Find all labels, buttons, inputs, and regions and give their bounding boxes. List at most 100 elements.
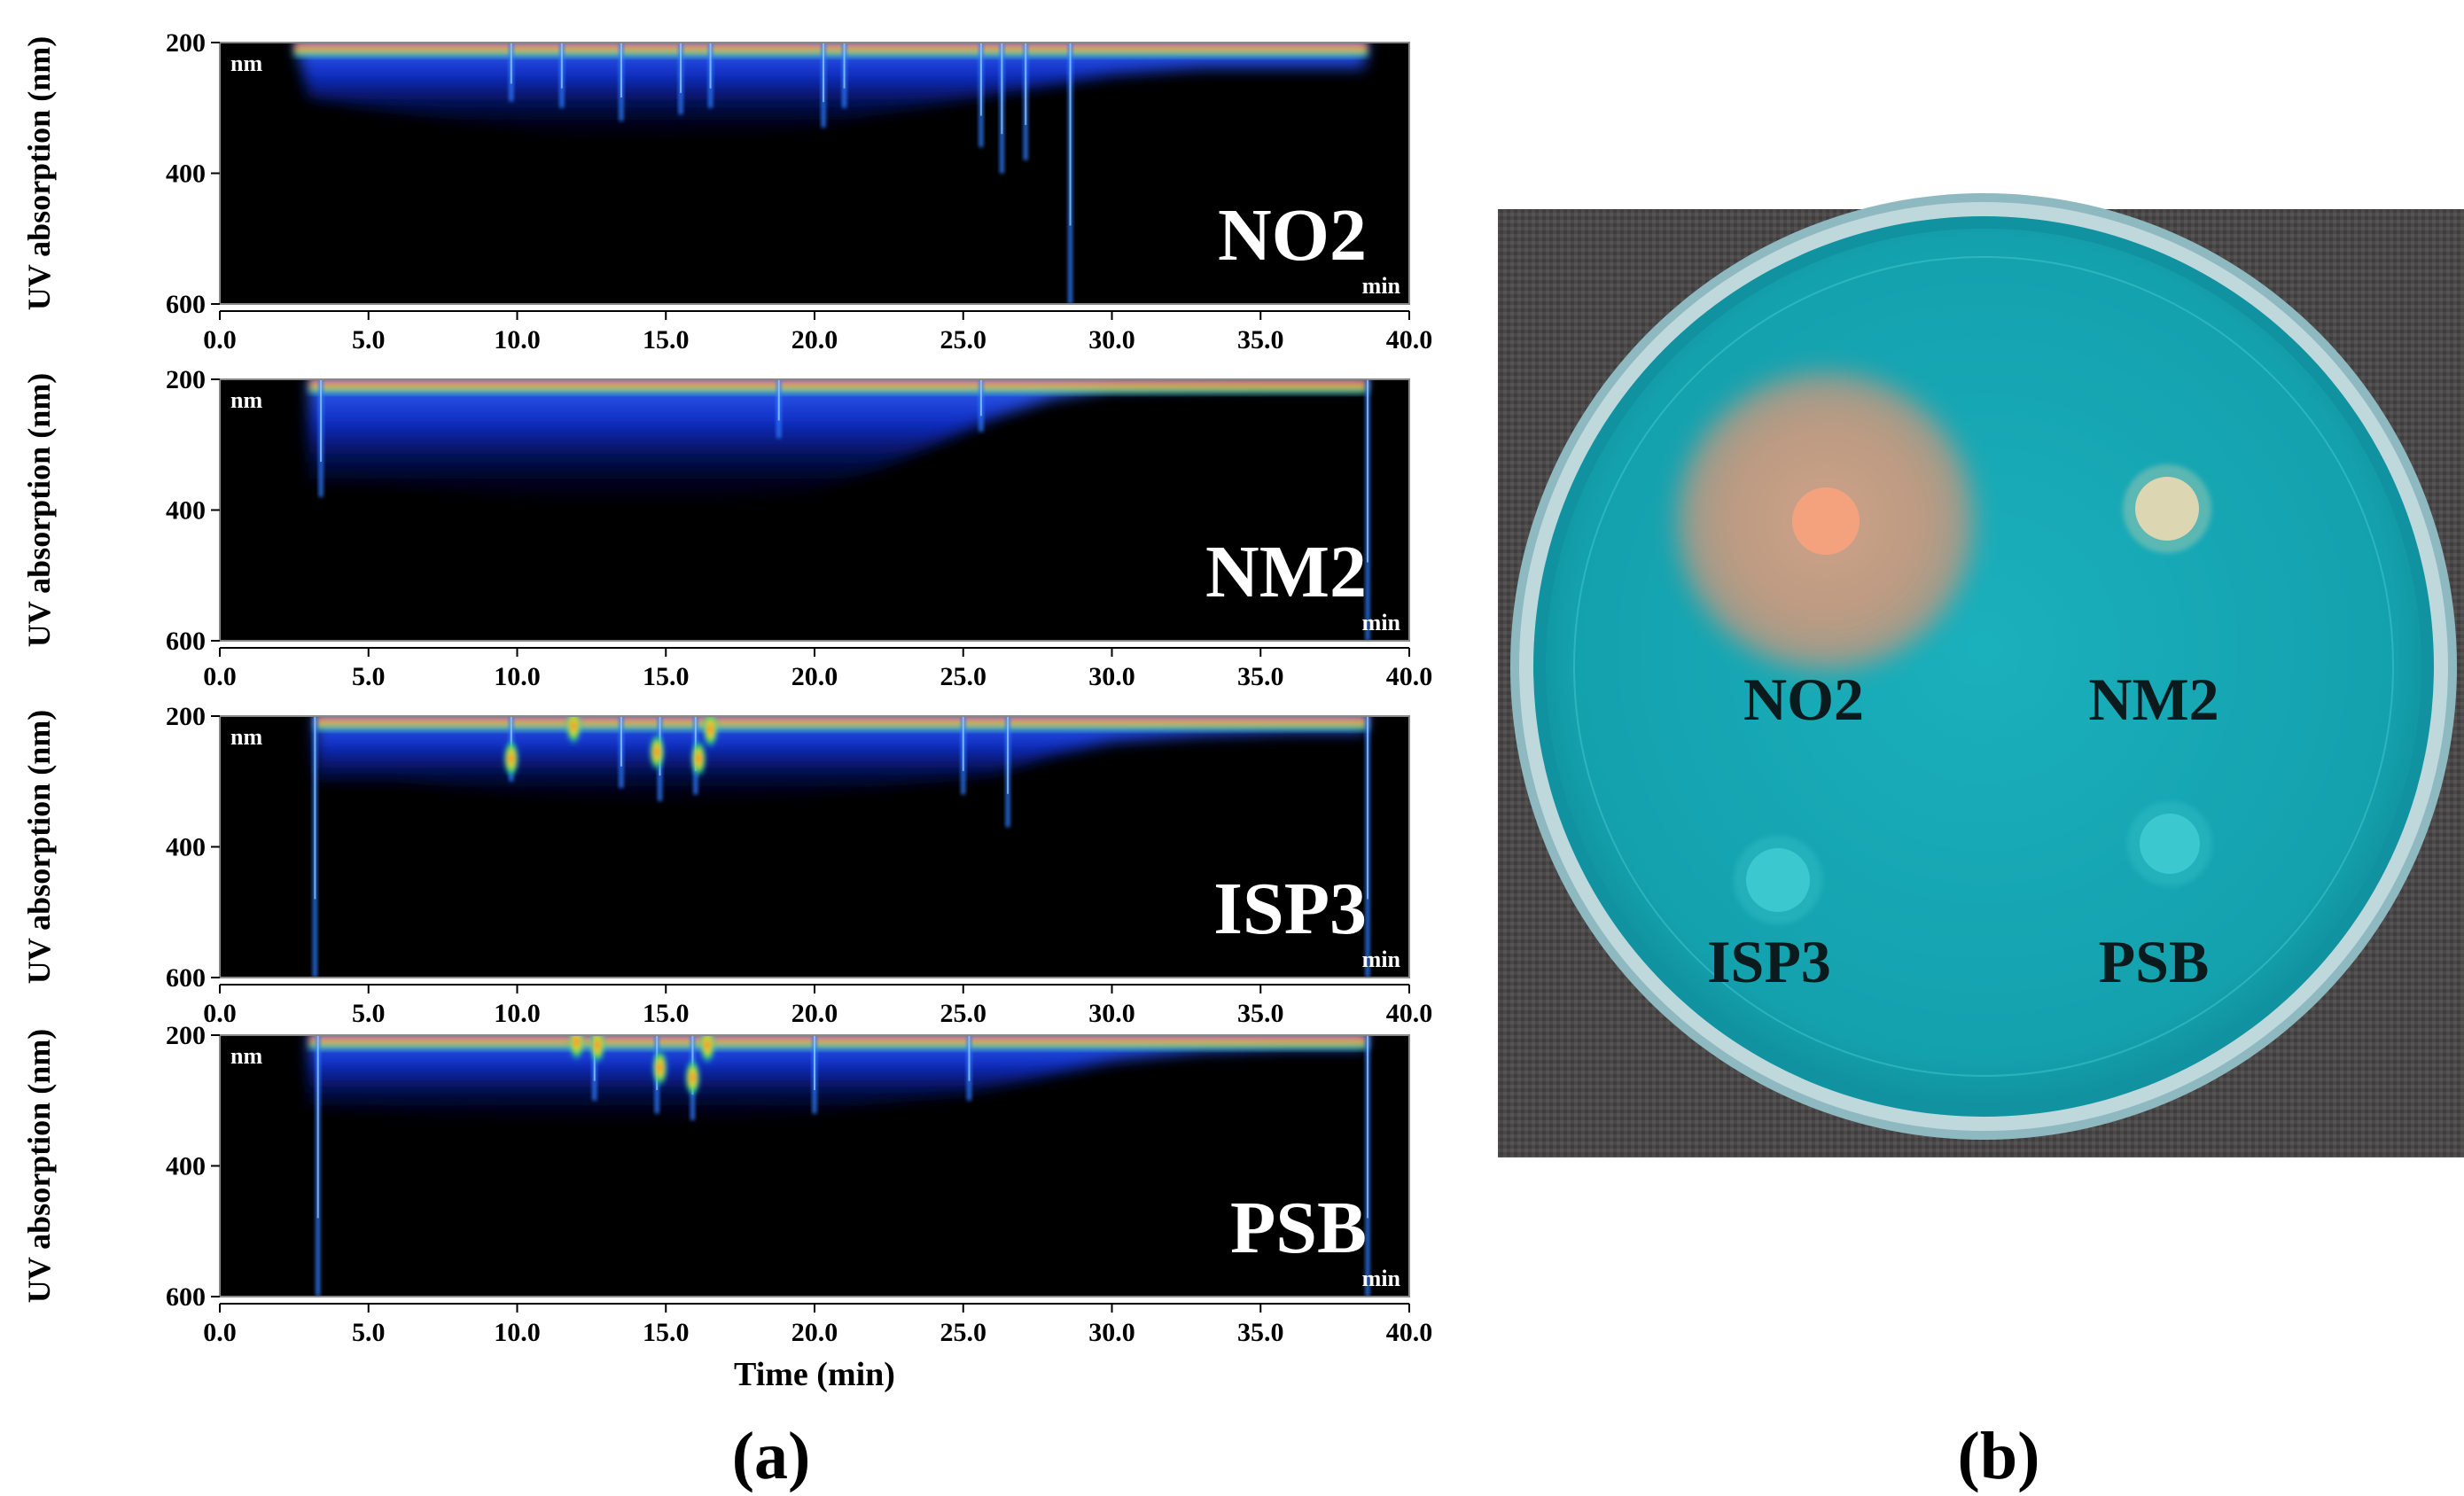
peak-streak-core — [979, 43, 982, 116]
x-tick-label: 20.0 — [791, 662, 838, 691]
colony-isp3: ISP3 — [1707, 836, 1831, 995]
x-tick-label: 30.0 — [1088, 999, 1135, 1028]
peak-streak-core — [620, 43, 622, 97]
x-tick-label: 40.0 — [1386, 662, 1433, 691]
hot-spot — [503, 738, 519, 778]
peak-streak-core — [1001, 43, 1003, 135]
colony-label: NO2 — [1743, 666, 1864, 733]
y-tick-label: 600 — [166, 963, 206, 993]
x-tick-label: 40.0 — [1386, 1318, 1433, 1347]
x-tick-label: 5.0 — [352, 325, 386, 355]
x-tick-label: 40.0 — [1386, 325, 1433, 355]
peak-streak-core — [1367, 379, 1369, 563]
uv-cutoff-edge — [293, 43, 1368, 57]
y-tick-label: 400 — [166, 1152, 206, 1181]
peak-streak-core — [620, 716, 622, 767]
x-tick-label: 20.0 — [791, 1318, 838, 1347]
uv-cutoff-edge — [308, 1035, 1368, 1049]
agar-medium — [1546, 229, 2421, 1104]
x-tick-label: 15.0 — [643, 325, 690, 355]
x-unit-label: min — [1362, 273, 1401, 299]
y-tick-label: 400 — [166, 833, 206, 862]
uv-cutoff-edge — [308, 379, 1368, 393]
peak-streak-core — [979, 379, 982, 417]
colony-no2: NO2 — [1677, 372, 1975, 733]
plot-marks — [312, 716, 1370, 978]
x-tick-label: 10.0 — [494, 325, 541, 355]
colony-spot — [1792, 487, 1860, 555]
panel-label-a: (a) — [732, 1419, 811, 1493]
y-unit-label: nm — [230, 724, 262, 750]
plot-marks — [293, 43, 1368, 304]
x-axis-title: Time (min) — [734, 1356, 895, 1393]
x-tick-label: 15.0 — [643, 662, 690, 691]
y-tick-label: 600 — [166, 290, 206, 319]
x-tick-label: 5.0 — [352, 999, 386, 1028]
hot-spot — [651, 1048, 668, 1087]
y-tick-label: 400 — [166, 160, 206, 189]
x-tick-label: 0.0 — [203, 325, 237, 355]
peak-streak-core — [314, 716, 316, 900]
peak-streak-core — [709, 43, 712, 89]
hot-spot — [649, 732, 666, 772]
series-name: NM2 — [1205, 531, 1367, 613]
hot-spot — [589, 1035, 606, 1065]
x-unit-label: min — [1362, 947, 1401, 972]
y-axis-title: UV absorption (nm) — [21, 710, 57, 984]
hot-spot — [690, 738, 707, 778]
y-tick-label: 200 — [166, 1021, 206, 1050]
y-tick-label: 600 — [166, 627, 206, 656]
peak-streak-core — [1367, 1035, 1369, 1219]
y-unit-label: nm — [230, 51, 262, 76]
peak-streak-core — [316, 1035, 319, 1219]
series-name: NO2 — [1218, 194, 1367, 277]
peak-streak-core — [510, 716, 512, 762]
y-tick-label: 600 — [166, 1282, 206, 1312]
x-tick-label: 10.0 — [494, 1318, 541, 1347]
peak-streak-core — [777, 379, 780, 421]
y-tick-label: 200 — [166, 365, 206, 394]
peak-streak-core — [1367, 716, 1369, 900]
y-unit-label: nm — [230, 387, 262, 413]
colony-nm2: NM2 — [2088, 464, 2219, 733]
peak-streak-core — [510, 43, 512, 84]
colony-label: NM2 — [2088, 666, 2218, 733]
x-tick-label: 35.0 — [1237, 1318, 1284, 1347]
inner-lid-ring — [1573, 256, 2394, 1077]
y-tick-label: 400 — [166, 496, 206, 526]
y-axis-title: UV absorption (nm) — [21, 1029, 57, 1303]
peak-streak-core — [968, 1035, 971, 1081]
x-tick-label: 10.0 — [494, 999, 541, 1028]
peak-streak-core — [320, 379, 323, 462]
y-axis-title: UV absorption (nm) — [21, 36, 57, 310]
peak-streak-core — [962, 716, 964, 771]
hot-spot — [568, 1035, 585, 1062]
x-tick-label: 20.0 — [791, 325, 838, 355]
y-unit-label: nm — [230, 1043, 262, 1069]
series-name: ISP3 — [1213, 868, 1367, 950]
plot-marks — [308, 379, 1370, 641]
peak-streak-core — [1007, 716, 1010, 794]
peak-streak-core — [814, 1035, 815, 1090]
y-axis-title: UV absorption (nm) — [21, 373, 57, 647]
peak-streak-core — [843, 43, 846, 89]
x-tick-label: 25.0 — [940, 1318, 987, 1347]
panel-b-petri-dish-photo: NO2 NM2 ISP3 PSB — [1498, 193, 2464, 1157]
x-tick-label: 25.0 — [940, 662, 987, 691]
x-tick-label: 0.0 — [203, 999, 237, 1028]
hot-spot — [565, 716, 582, 746]
x-tick-label: 30.0 — [1088, 325, 1135, 355]
series-name: PSB — [1230, 1187, 1367, 1269]
colony-spot — [2135, 477, 2199, 541]
peak-streak-core — [823, 43, 825, 103]
x-tick-label: 5.0 — [352, 1318, 386, 1347]
x-tick-label: 40.0 — [1386, 999, 1433, 1028]
x-tick-label: 15.0 — [643, 999, 690, 1028]
hot-spot — [684, 1057, 701, 1097]
peak-streak-core — [560, 43, 563, 89]
